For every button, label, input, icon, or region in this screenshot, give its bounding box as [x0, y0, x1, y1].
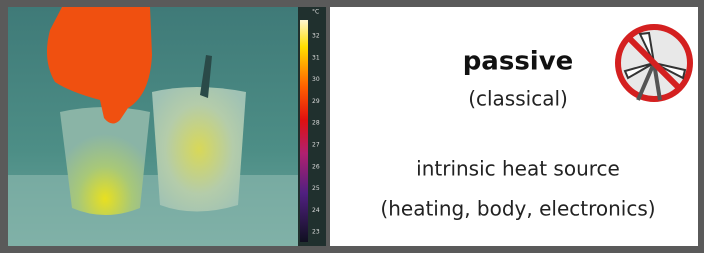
scale-tick-label: 24 [312, 207, 320, 214]
scale-tick-label: 30 [312, 76, 320, 83]
scale-tick-label: 32 [312, 33, 320, 40]
slide: °C 32 31 30 29 28 27 26 25 24 23 passive (classic… [0, 0, 704, 253]
thermal-image: °C 32 31 30 29 28 27 26 25 24 23 [8, 7, 326, 246]
panel-subtitle: (classical) [468, 87, 568, 111]
scale-tick-label: 25 [312, 185, 320, 192]
scale-tick-label: 29 [312, 98, 320, 105]
scale-tick-label: 28 [312, 120, 320, 127]
scale-tick-label: 27 [312, 142, 320, 149]
panel-description: intrinsic heat source [416, 157, 620, 181]
cup [152, 87, 246, 212]
scale-unit: °C [312, 9, 319, 16]
scale-tick-label: 26 [312, 163, 320, 170]
color-bar [300, 20, 308, 242]
panel-examples: (heating, body, electronics) [380, 197, 655, 221]
scale-tick-label: 23 [312, 229, 320, 236]
no-wind-icon [618, 27, 690, 100]
table-surface [8, 175, 298, 246]
panel-title: passive [463, 47, 574, 77]
cup [60, 107, 150, 215]
scale-tick-label: 31 [312, 54, 320, 61]
